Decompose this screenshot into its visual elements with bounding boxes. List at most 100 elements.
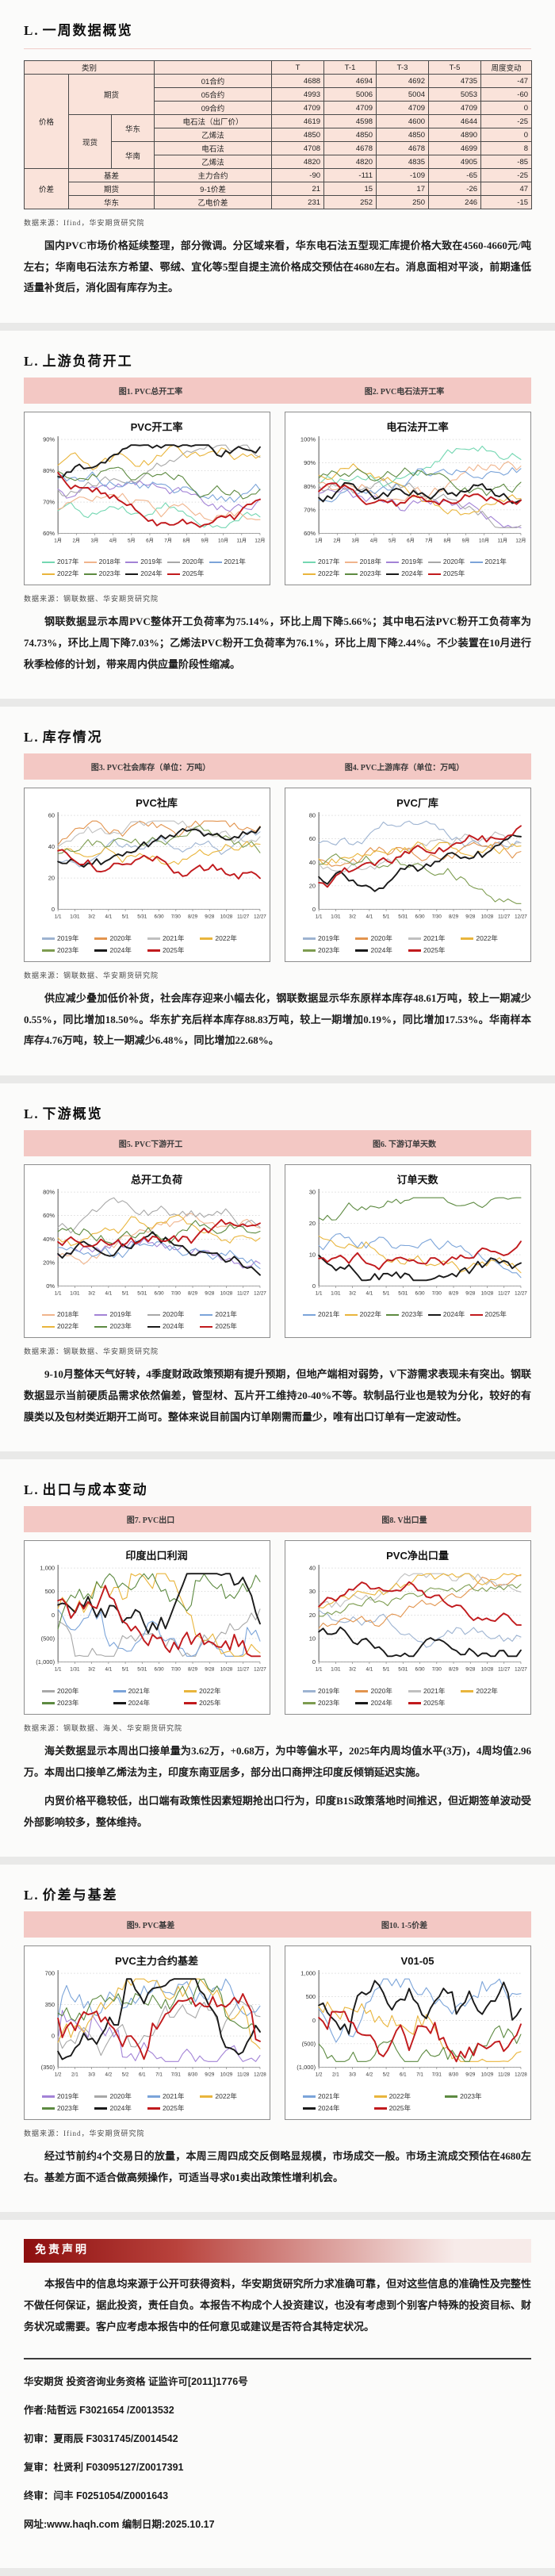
x-tick-label: 1/31 <box>331 1667 341 1673</box>
x-tick-label: 11/27 <box>498 914 511 920</box>
series-line-2025 <box>318 1240 522 1271</box>
legend-label: 2022年 <box>57 569 79 578</box>
legend-label: 2023年 <box>109 1322 132 1331</box>
legend-swatch <box>200 2095 213 2098</box>
x-tick-label: 6/30 <box>415 1290 425 1296</box>
legend-label: 2023年 <box>57 1698 79 1707</box>
legend-item: 2017年 <box>42 556 84 568</box>
table-group2-cell: 基差 <box>67 168 155 182</box>
table-row: 华东 乙电价差 231 252 250 246 -15 <box>25 195 533 209</box>
legend-item: 2019年 <box>94 1309 147 1321</box>
table-value-cell: 250 <box>376 195 430 209</box>
x-tick-label: 11/27 <box>237 1290 250 1296</box>
x-tick-label: 11/27 <box>237 914 250 920</box>
section-title-downstream-overview: L. 下游概览 <box>24 1102 531 1122</box>
legend-swatch <box>386 561 400 564</box>
y-tick-label: 40% <box>43 1236 55 1243</box>
series-line-2017 <box>318 445 522 488</box>
x-tick-label: 5/31 <box>137 1290 147 1296</box>
x-tick-label: 1/2 <box>55 2072 62 2078</box>
legend-swatch <box>344 561 358 564</box>
series-line-2023 <box>57 466 261 500</box>
legend-swatch <box>113 1702 126 1704</box>
x-tick-label: 12/27 <box>254 1290 266 1296</box>
y-tick-label: 80% <box>43 467 55 474</box>
table-header-category: 类别 <box>23 60 155 75</box>
weekly-data-table: 类别 T T-1 T-3 T-5 周度变动 价格 期货 01合约 4688 4694 4692 4735… <box>23 60 533 209</box>
chart-title: 订单天数 <box>396 1174 438 1186</box>
table-group3-cell: 华南 <box>110 141 155 169</box>
title-divider <box>24 48 531 49</box>
legend-label: 2023年 <box>318 1698 340 1707</box>
section-title-spread-basis: L. 价差与基差 <box>24 1884 531 1903</box>
y-tick-label: (1,000) <box>297 2064 316 2071</box>
legend-label: 2023年 <box>57 2103 79 2112</box>
table-value-cell: 231 <box>271 195 325 209</box>
legend-swatch <box>42 561 55 564</box>
y-tick-label: 60 <box>309 836 316 843</box>
series-line-2022 <box>57 444 261 470</box>
legend-item: 2020年 <box>355 1685 408 1697</box>
legend-swatch <box>469 561 483 564</box>
section-card-upstream-operation: L. 上游负荷开工 图1. PVC总开工率 图2. PVC电石法开工率 PVC开工率 90… <box>0 330 555 700</box>
section-title-text: 出口与成本变动 <box>42 1482 148 1498</box>
series-line-2017 <box>57 501 261 528</box>
footer-info-line: 作者:陆哲远 F3021654 /Z0013532 <box>24 2405 174 2417</box>
chart-legend: 2019年 2020年 2021年 2022年 2023年 2024年 2025年 <box>289 931 527 956</box>
legend-swatch <box>469 1313 483 1317</box>
legend-item: 2021年 <box>147 933 200 945</box>
table-value-cell: 4905 <box>428 155 482 169</box>
table-value-cell: 4993 <box>271 87 325 102</box>
legend-label: 2019年 <box>57 933 79 942</box>
chart-canvas-1: PVC开工率 90% 80% 70% 60%1月 2月 3月 4月 5月 6月 7月 8月 9月 10月 1… <box>43 421 265 543</box>
legend-label: 2021年 <box>423 1686 446 1695</box>
x-tick-label: 8/29 <box>449 914 459 920</box>
legend-label: 2019年 <box>140 558 163 566</box>
legend-item: 2025年 <box>147 2103 200 2114</box>
x-tick-label: 7/30 <box>432 1290 442 1296</box>
charts-row: PVC开工率 90% 80% 70% 60% 1月 2月 3月 4月 5月 6月 7月 8月 9月 10月 1… <box>24 411 531 586</box>
chart-canvas-2: 电石法开工率 100% 90% 80% 70% 60%1月 2月 3月 4月 5月 6月 7月 8月 9月… <box>300 421 526 543</box>
x-tick-label: 12月 <box>515 538 526 543</box>
x-tick-label: 8/29 <box>449 1667 459 1673</box>
table-header-cell: T-1 <box>323 60 377 75</box>
x-tick-label: 5/31 <box>137 1667 147 1673</box>
series-line-2025 <box>318 2011 522 2063</box>
legend-swatch <box>42 937 55 940</box>
figure-caption: 图8. V出口量 <box>381 1516 427 1526</box>
x-tick-label: 9/28 <box>465 914 476 920</box>
table-value-cell: 4694 <box>323 74 377 88</box>
table-value-cell: 4850 <box>323 128 377 142</box>
table-value-cell: 47 <box>480 182 533 196</box>
table-body: 类别 T T-1 T-3 T-5 周度变动 价格 期货 01合约 4688 4694 4692 4735… <box>23 60 533 209</box>
series-line-2020 <box>318 1574 522 1629</box>
legend-label: 2021年 <box>215 1310 237 1319</box>
table-value-cell: -90 <box>271 168 325 182</box>
legend-label: 2018年 <box>359 558 382 566</box>
legend-label: 2022年 <box>359 1310 382 1319</box>
legend-swatch <box>386 1313 400 1317</box>
x-tick-label: 4/1 <box>366 1667 373 1673</box>
series-line-2023 <box>57 1979 261 2032</box>
y-tick-label: 0 <box>312 1658 316 1666</box>
x-tick-label: 9/29 <box>465 2072 476 2078</box>
section-title-export-cost: L. 出口与成本变动 <box>24 1478 531 1498</box>
legend-label: 2023年 <box>359 569 382 578</box>
x-tick-label: 8/29 <box>188 1290 198 1296</box>
x-tick-label: 12/27 <box>254 914 266 920</box>
table-row: 乙烯法 4850 4850 4850 4890 0 <box>25 128 533 142</box>
x-tick-label: 6/30 <box>154 914 164 920</box>
chart-box-3: PVC社库 60 40 20 0 1/1 1/31 3/2 4/1 5/1 5/31 6/30 7/30… <box>24 788 270 962</box>
table-value-cell: -65 <box>428 168 482 182</box>
chart-title: 总开工负荷 <box>131 1174 182 1186</box>
series-line-2023 <box>57 1573 261 1630</box>
legend-label: 2022年 <box>199 1686 221 1695</box>
x-tick-label: 6/1 <box>400 2072 407 2078</box>
table-value-cell: 4850 <box>271 128 325 142</box>
y-tick-label: 20 <box>309 883 316 890</box>
x-tick-label: 10月 <box>479 538 489 543</box>
table-header-cell: T <box>271 60 325 75</box>
legend-label: 2024年 <box>109 2103 132 2112</box>
y-tick-label: (500) <box>41 1635 56 1643</box>
legend-label: 2022年 <box>57 1322 79 1331</box>
